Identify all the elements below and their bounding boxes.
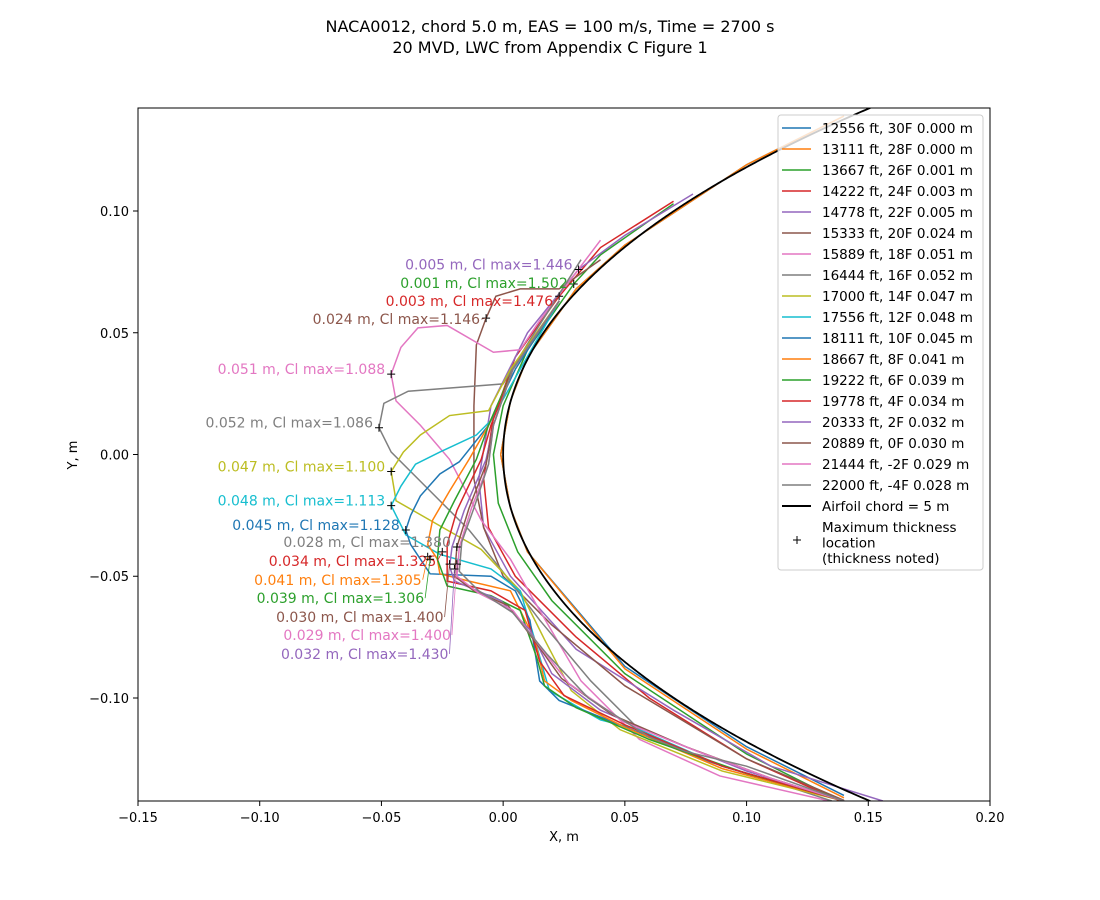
axis-ticks: −0.15 −0.10 −0.05 0.00 0.05 0.10 0.15 0.20 −0.10… xyxy=(89,205,1004,826)
x-tick-label: 0.15 xyxy=(854,811,883,826)
legend-label-7: 16444 ft, 16F 0.052 m xyxy=(822,268,973,284)
thickness-label-9: 0.048 m, Cl max=1.113 xyxy=(218,494,386,510)
legend-marker-label-1: location xyxy=(822,536,876,552)
legend-label-13: 19778 ft, 4F 0.034 m xyxy=(822,394,964,410)
thickness-label-16: 0.029 m, Cl max=1.400 xyxy=(283,628,451,644)
legend-marker-label-0: Maximum thickness xyxy=(822,520,957,536)
max-thickness-marker-8 xyxy=(387,467,396,476)
thickness-label-6: 0.051 m, Cl max=1.088 xyxy=(218,362,386,378)
y-tick-label: 0.00 xyxy=(100,449,129,464)
legend-label-3: 14222 ft, 24F 0.003 m xyxy=(822,184,973,200)
max-thickness-marker-7 xyxy=(374,423,383,432)
legend-label-8: 17000 ft, 14F 0.047 m xyxy=(822,289,973,305)
x-axis-label: X, m xyxy=(549,830,579,845)
x-tick-label: −0.10 xyxy=(240,811,280,826)
label-leader-line-12 xyxy=(424,559,431,599)
chart-title-line2: 20 MVD, LWC from Appendix C Figure 1 xyxy=(392,38,707,57)
thickness-label-8: 0.047 m, Cl max=1.100 xyxy=(218,460,386,476)
legend-marker-plus-icon xyxy=(793,536,801,544)
legend-label-17: 22000 ft, -4F 0.028 m xyxy=(822,478,969,494)
legend: 12556 ft, 30F 0.000 m 13111 ft, 28F 0.000… xyxy=(777,114,984,571)
max-thickness-marker-9 xyxy=(387,501,396,510)
thickness-label-3: 0.003 m, Cl max=1.476 xyxy=(386,294,554,310)
legend-label-14: 20333 ft, 2F 0.032 m xyxy=(822,415,964,431)
x-tick-label: −0.15 xyxy=(118,811,158,826)
max-thickness-marker-17 xyxy=(452,543,461,552)
chart-title-line1: NACA0012, chord 5.0 m, EAS = 100 m/s, Ti… xyxy=(326,17,775,36)
label-leader-line-14 xyxy=(449,568,455,654)
thickness-label-10: 0.045 m, Cl max=1.128 xyxy=(232,518,400,534)
legend-label-12: 19222 ft, 6F 0.039 m xyxy=(822,373,964,389)
legend-label-1: 13111 ft, 28F 0.000 m xyxy=(822,142,973,158)
ice-shape-line-4 xyxy=(478,193,884,801)
annotation-labels: 0.005 m, Cl max=1.446 0.001 m, Cl max=1.5… xyxy=(205,257,583,663)
x-tick-label: 0.20 xyxy=(976,811,1005,826)
label-leader-line-3 xyxy=(553,295,560,302)
max-thickness-marker-5 xyxy=(482,314,491,323)
thickness-label-11: 0.041 m, Cl max=1.305 xyxy=(254,573,422,589)
legend-label-9: 17556 ft, 12F 0.048 m xyxy=(822,310,973,326)
legend-label-6: 15889 ft, 18F 0.051 m xyxy=(822,247,973,263)
label-leader-line-16 xyxy=(451,564,458,636)
legend-label-0: 12556 ft, 30F 0.000 m xyxy=(822,121,973,137)
thickness-label-4: 0.005 m, Cl max=1.446 xyxy=(405,257,573,273)
thickness-label-5: 0.024 m, Cl max=1.146 xyxy=(313,312,481,328)
legend-label-18: Airfoil chord = 5 m xyxy=(822,499,949,515)
thickness-label-12: 0.039 m, Cl max=1.306 xyxy=(257,591,425,607)
x-tick-label: −0.05 xyxy=(362,811,402,826)
ice-shape-line-11 xyxy=(426,300,845,801)
thickness-label-13: 0.034 m, Cl max=1.325 xyxy=(269,554,437,570)
thickness-label-7: 0.052 m, Cl max=1.086 xyxy=(205,416,373,432)
label-leader-line-11 xyxy=(422,556,429,580)
legend-label-4: 14778 ft, 22F 0.005 m xyxy=(822,205,973,221)
ice-shape-line-6 xyxy=(390,239,830,801)
y-tick-label: 0.10 xyxy=(100,205,129,220)
ice-shape-line-5 xyxy=(473,259,845,801)
label-leader-line-13 xyxy=(436,551,443,562)
x-tick-label: 0.00 xyxy=(489,811,518,826)
ice-shape-line-2 xyxy=(492,203,843,801)
legend-label-11: 18667 ft, 8F 0.041 m xyxy=(822,352,964,368)
max-thickness-marker-6 xyxy=(387,370,396,379)
legend-marker-label-2: (thickness noted) xyxy=(822,551,940,567)
ice-shape-line-12 xyxy=(436,300,845,801)
label-leader-line-2 xyxy=(568,282,574,285)
thickness-label-14: 0.032 m, Cl max=1.430 xyxy=(281,647,449,663)
legend-label-16: 21444 ft, -2F 0.029 m xyxy=(822,457,969,473)
max-thickness-marker-4 xyxy=(574,265,583,274)
ice-shape-line-10 xyxy=(404,300,845,801)
legend-label-15: 20889 ft, 0F 0.030 m xyxy=(822,436,964,452)
thickness-label-15: 0.030 m, Cl max=1.400 xyxy=(276,610,444,626)
x-tick-label: 0.05 xyxy=(610,811,639,826)
label-leader-line-5 xyxy=(481,317,487,320)
max-thickness-marker-10 xyxy=(401,525,410,534)
y-tick-label: −0.05 xyxy=(89,570,129,585)
ice-shape-line-3 xyxy=(482,200,842,801)
ice-shape-line-15 xyxy=(453,300,845,801)
plot-area xyxy=(378,108,884,801)
y-tick-label: 0.05 xyxy=(100,327,129,342)
y-axis-label: Y, m xyxy=(66,441,81,471)
ice-shape-line-17 xyxy=(458,300,845,801)
x-tick-label: 0.10 xyxy=(732,811,761,826)
legend-label-2: 13667 ft, 26F 0.001 m xyxy=(822,163,973,179)
legend-label-10: 18111 ft, 10F 0.045 m xyxy=(822,331,973,347)
legend-label-5: 15333 ft, 20F 0.024 m xyxy=(822,226,973,242)
thickness-label-2: 0.001 m, Cl max=1.502 xyxy=(400,276,568,292)
y-tick-label: −0.10 xyxy=(89,692,129,707)
legend-box xyxy=(777,114,984,571)
thickness-label-17: 0.028 m, Cl max=1.380 xyxy=(283,535,451,551)
label-leader-line-15 xyxy=(444,564,450,618)
